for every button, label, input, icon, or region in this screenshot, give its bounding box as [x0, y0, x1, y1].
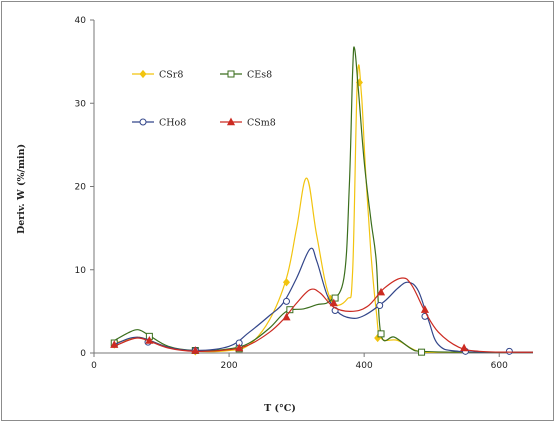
legend-item-CSm8: CSm8	[220, 118, 276, 129]
series-layer	[110, 46, 534, 356]
y-tick-label: 40	[75, 16, 87, 26]
data-point-CSm8	[191, 346, 200, 354]
legend-label: CEs8	[247, 70, 272, 81]
data-point-CSm8	[329, 298, 338, 307]
data-point-CSm8	[110, 340, 119, 348]
x-tick-label: 400	[356, 361, 373, 371]
x-tick-label: 200	[220, 361, 237, 371]
legend-layer: CSr8 CEs8 CHo8 CSm8	[132, 70, 276, 129]
legend-label: CSr8	[159, 70, 183, 81]
data-point-CSm8	[420, 305, 430, 313]
legend-marker	[226, 117, 236, 126]
legend-item-CHo8: CHo8	[132, 118, 186, 129]
x-axis-title: T (°C)	[264, 403, 296, 414]
y-axis-title: Deriv. W (%/min)	[16, 144, 27, 234]
data-point-CEs8	[286, 306, 294, 314]
legend-item-CEs8: CEs8	[220, 70, 272, 81]
legend-marker	[139, 118, 147, 126]
series-line-CEs8	[114, 46, 533, 353]
data-point-CHo8	[282, 297, 290, 305]
data-point-CSm8	[282, 312, 291, 321]
data-point-CSm8	[376, 287, 386, 296]
legend-marker	[139, 69, 147, 79]
series-line-CHo8	[114, 247, 534, 353]
data-point-CSm8	[460, 343, 469, 352]
y-tick-label: 20	[75, 183, 87, 193]
data-point-CHo8	[505, 347, 513, 355]
series-line-CSr8	[114, 64, 533, 354]
legend-marker	[227, 70, 235, 78]
x-tick-label: 0	[91, 361, 97, 371]
data-point-CEs8	[331, 294, 339, 302]
data-point-CEs8	[377, 330, 385, 338]
data-point-CSm8	[145, 336, 154, 344]
data-point-CHo8	[376, 302, 384, 310]
legend-label: CSm8	[247, 118, 276, 129]
series-CSr8	[110, 64, 533, 356]
data-point-CSm8	[235, 343, 244, 352]
x-tick-label: 600	[491, 361, 508, 371]
data-point-CSr8	[282, 278, 291, 287]
series-CEs8	[110, 46, 533, 356]
series-CHo8	[114, 247, 534, 355]
series-line-CSm8	[114, 277, 534, 353]
data-point-CEs8	[418, 348, 426, 356]
y-tick-label: 0	[80, 349, 86, 359]
series-CSm8	[110, 277, 534, 354]
legend-item-CSr8: CSr8	[132, 70, 183, 81]
legend-label: CHo8	[159, 118, 186, 129]
y-tick-label: 10	[75, 266, 87, 276]
y-tick-label: 30	[75, 99, 87, 109]
